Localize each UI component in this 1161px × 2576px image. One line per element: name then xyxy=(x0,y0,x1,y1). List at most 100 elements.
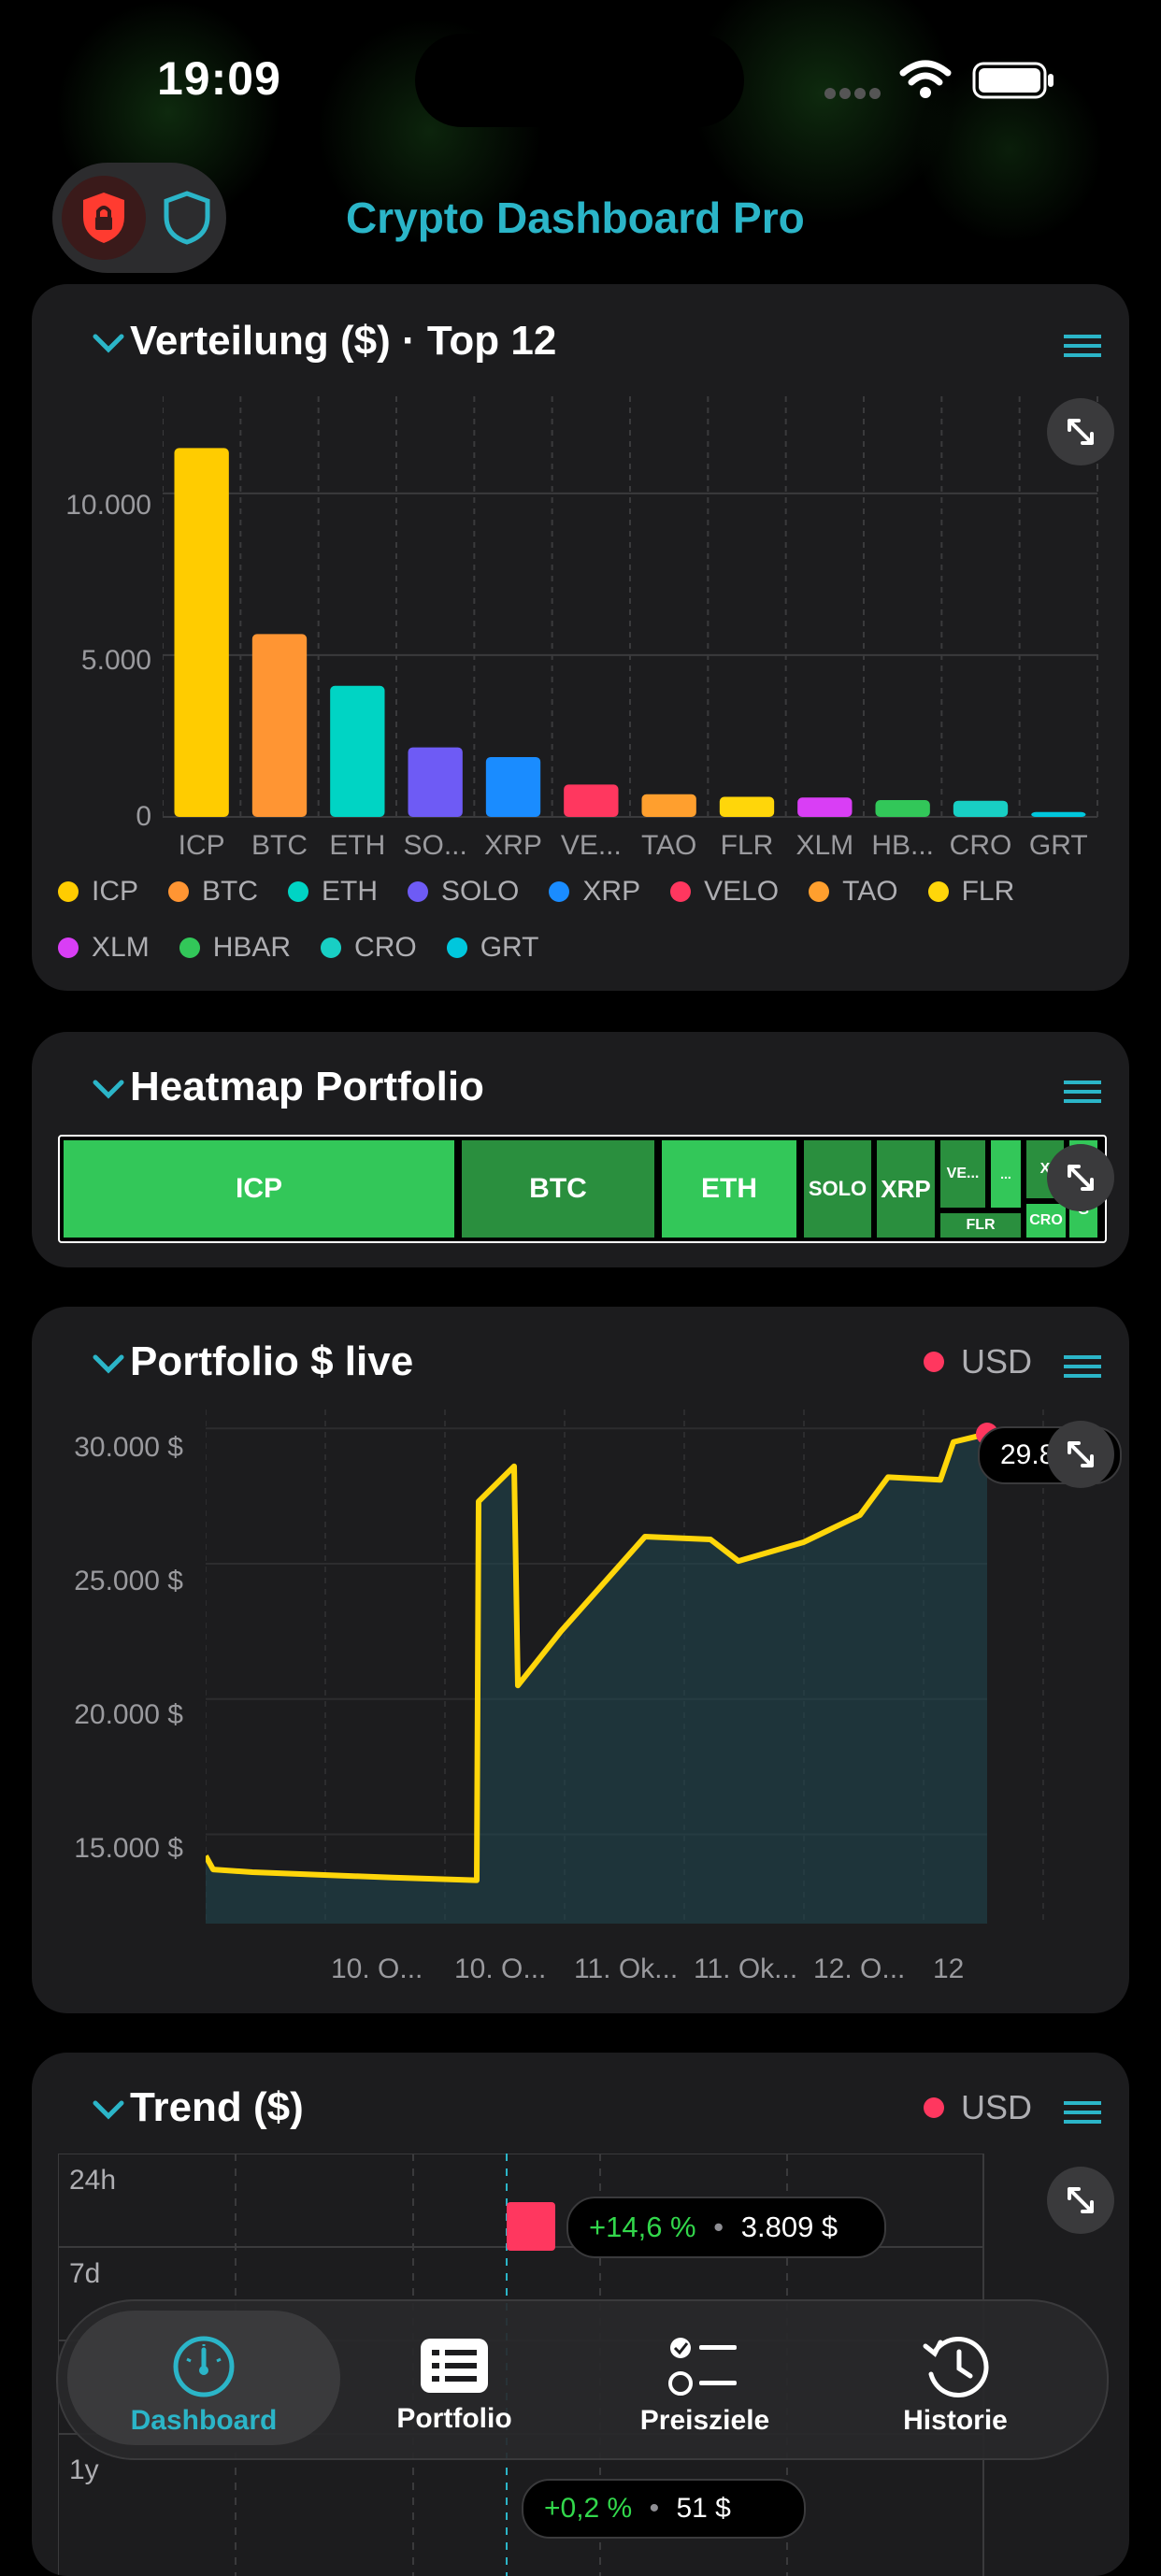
expand-button[interactable] xyxy=(1047,2167,1114,2234)
legend-item: TAO xyxy=(809,864,898,920)
bar[interactable] xyxy=(719,796,775,817)
bar[interactable] xyxy=(485,756,541,817)
wifi-icon xyxy=(899,60,952,104)
legend-dot xyxy=(408,881,429,902)
x-tick-label: VE... xyxy=(561,830,622,860)
bar[interactable] xyxy=(251,634,308,817)
legend-item: SOLO xyxy=(408,864,519,920)
heatmap-cell[interactable]: FLR xyxy=(940,1213,1021,1238)
cellular-icon xyxy=(823,86,882,106)
expand-button[interactable] xyxy=(1047,1144,1114,1211)
heatmap-cell[interactable]: ... xyxy=(991,1140,1021,1208)
legend-item: CRO xyxy=(321,920,417,976)
x-tick: 10. O... xyxy=(454,1953,547,1984)
legend-item: BTC xyxy=(168,864,258,920)
x-tick-label: HB... xyxy=(871,830,934,860)
legend-dot xyxy=(446,937,467,958)
x-tick: 11. Ok... xyxy=(694,1953,798,1984)
expand-button[interactable] xyxy=(1047,1421,1114,1488)
lock-button[interactable] xyxy=(62,176,146,260)
legend-dot xyxy=(58,937,79,958)
legend-item: VELO xyxy=(670,864,779,920)
heatmap-title: Heatmap Portfolio xyxy=(130,1064,484,1109)
trend-change: +0,2 % xyxy=(544,2493,633,2524)
collapse-chevron-icon[interactable] xyxy=(90,2096,127,2124)
series-line xyxy=(206,1431,988,1883)
y-tick: 20.000 $ xyxy=(74,1699,183,1730)
tab-portfolio[interactable]: Portfolio xyxy=(337,2305,571,2435)
heatmap-grid: ICP BTC ETH SOLO XRP VE... ... X FLR CRO… xyxy=(58,1135,1107,1243)
battery-icon xyxy=(972,62,1056,104)
expand-icon xyxy=(1068,2187,1094,2213)
reorder-menu-icon[interactable] xyxy=(1064,2099,1101,2125)
currency-label[interactable]: USD xyxy=(961,1342,1033,1381)
y-tick: 25.000 $ xyxy=(74,1566,183,1596)
legend-item: FLR xyxy=(927,864,1015,920)
x-tick-label: ETH xyxy=(329,830,385,860)
legend-item: GRT xyxy=(446,920,539,976)
reorder-menu-icon[interactable] xyxy=(1064,333,1101,359)
lock-shield-icon xyxy=(83,193,124,243)
dynamic-island xyxy=(415,34,744,127)
bar[interactable] xyxy=(875,800,930,817)
legend-dot xyxy=(288,881,309,902)
x-tick-label: BTC xyxy=(251,830,308,860)
trend-amount: 51 $ xyxy=(676,2493,731,2524)
legend-label: XRP xyxy=(582,876,641,907)
security-pill[interactable] xyxy=(52,163,226,273)
tab-label: Historie xyxy=(903,2405,1008,2436)
heatmap-cell[interactable]: CRO xyxy=(1026,1204,1066,1238)
shield-icon[interactable] xyxy=(163,191,211,245)
status-time: 19:09 xyxy=(157,52,281,105)
collapse-chevron-icon[interactable] xyxy=(90,329,127,357)
expand-icon xyxy=(1068,1165,1094,1191)
reorder-menu-icon[interactable] xyxy=(1064,1353,1101,1380)
collapse-chevron-icon[interactable] xyxy=(90,1075,127,1103)
bar[interactable] xyxy=(408,747,463,817)
list-icon xyxy=(421,2339,488,2393)
heatmap-cell[interactable]: BTC xyxy=(462,1140,654,1238)
legend-label: ETH xyxy=(322,876,379,907)
reorder-menu-icon[interactable] xyxy=(1064,1079,1101,1105)
heatmap-cell[interactable]: ICP xyxy=(64,1140,454,1238)
heatmap-cell[interactable]: SOLO xyxy=(804,1140,871,1238)
x-tick: 12. O... xyxy=(813,1953,906,1984)
bar[interactable] xyxy=(174,448,229,817)
x-tick-label: ICP xyxy=(179,830,225,860)
expand-button[interactable] xyxy=(1047,398,1114,465)
legend-dot xyxy=(549,881,570,902)
tab-historie[interactable]: Historie xyxy=(838,2305,1072,2437)
bar[interactable] xyxy=(330,685,385,817)
distribution-title: Verteilung ($) · Top 12 xyxy=(130,318,557,364)
trend-change: +14,6 % xyxy=(589,2211,696,2243)
bar[interactable] xyxy=(641,794,696,817)
tab-preisziele[interactable]: Preisziele xyxy=(588,2305,822,2437)
bar[interactable] xyxy=(953,800,1009,817)
heatmap-card: Heatmap Portfolio ICP BTC ETH SOLO XRP V… xyxy=(32,1032,1129,1267)
tab-label: Portfolio xyxy=(396,2403,512,2434)
x-tick-label: CRO xyxy=(950,830,1012,860)
y-tick: 0 xyxy=(136,801,151,832)
trend-bar[interactable] xyxy=(507,2202,555,2251)
x-tick-label: FLR xyxy=(721,830,774,860)
x-tick: 10. O... xyxy=(331,1953,423,1984)
y-tick: 30.000 $ xyxy=(74,1432,183,1463)
heatmap-cell[interactable]: ETH xyxy=(662,1140,796,1238)
bar[interactable] xyxy=(1031,811,1086,817)
collapse-chevron-icon[interactable] xyxy=(90,1350,127,1378)
legend-label: FLR xyxy=(961,876,1015,907)
currency-label[interactable]: USD xyxy=(961,2088,1033,2126)
heatmap-cell[interactable]: XRP xyxy=(877,1140,935,1238)
bar[interactable] xyxy=(564,784,619,817)
bar[interactable] xyxy=(797,797,853,817)
x-tick: 12 xyxy=(933,1953,965,1984)
legend-label: TAO xyxy=(842,876,898,907)
heatmap-cell[interactable]: VE... xyxy=(940,1140,985,1208)
trend-title: Trend ($) xyxy=(130,2084,304,2130)
tab-dashboard[interactable]: Dashboard xyxy=(87,2305,321,2437)
legend-label: HBAR xyxy=(212,932,292,963)
legend-dot xyxy=(927,881,949,902)
y-tick: 5.000 xyxy=(80,645,151,676)
legend-item: HBAR xyxy=(179,920,291,976)
legend-label: VELO xyxy=(704,876,780,907)
